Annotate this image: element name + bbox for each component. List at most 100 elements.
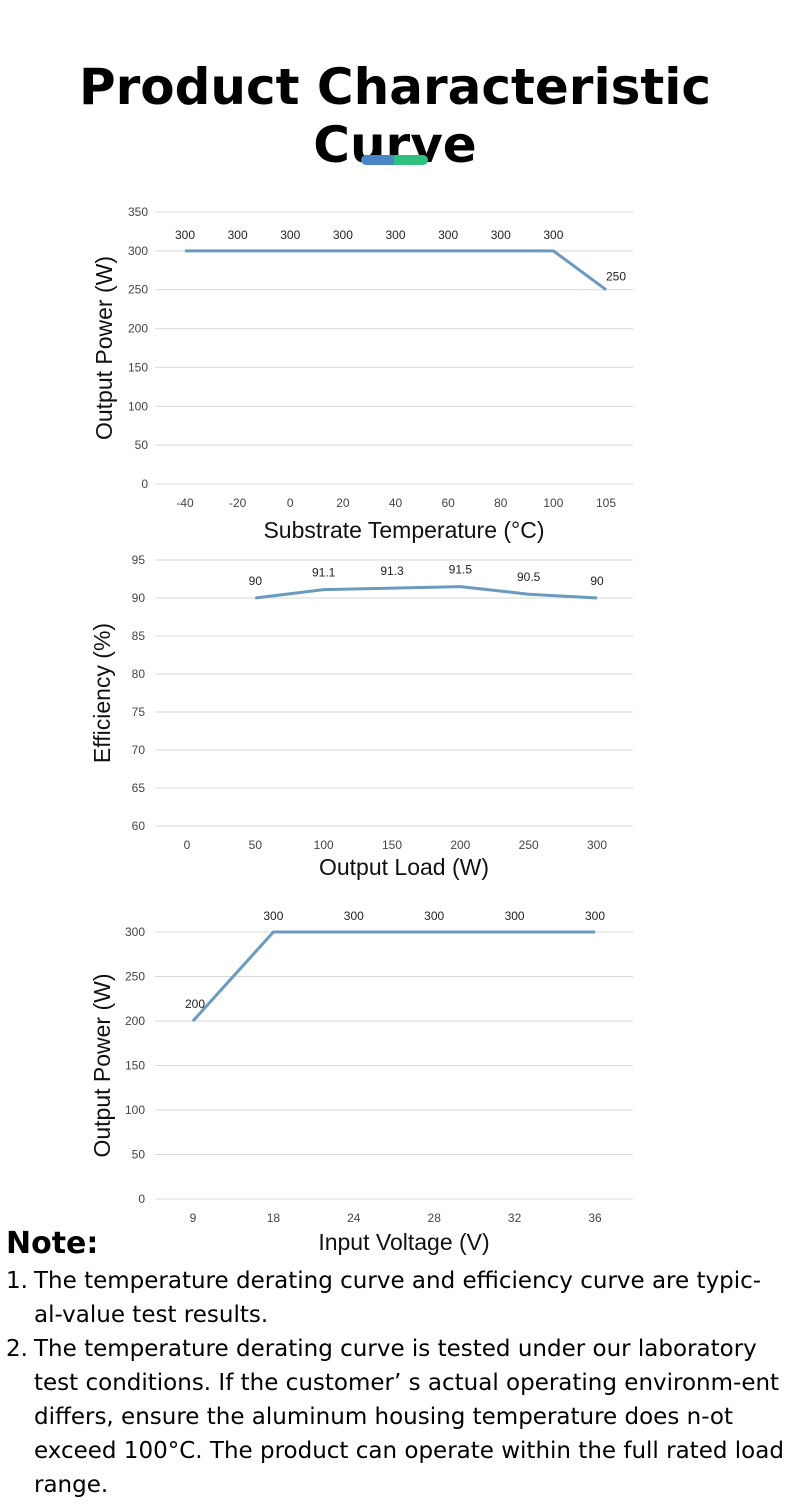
temperature-derating-chart: 0 50 100 150 200 250 300 350 -40 -20 0 20 40 60 80 100 1… xyxy=(91,205,633,543)
data-point xyxy=(272,931,274,933)
accent-blue xyxy=(361,155,394,165)
data-label: 300 xyxy=(228,228,248,242)
x-tick-label: 9 xyxy=(190,1211,197,1225)
x-tick-label: 18 xyxy=(267,1211,281,1225)
note-text: The temperature derating curve and effic… xyxy=(34,1268,762,1328)
x-tick-label: 36 xyxy=(588,1211,602,1225)
data-point xyxy=(289,250,291,252)
x-tick-label: 250 xyxy=(519,838,539,852)
data-point xyxy=(596,597,598,599)
y-tick-label: 0 xyxy=(138,1192,145,1206)
title-accent-bar xyxy=(361,155,428,165)
y-tick-label: 70 xyxy=(132,743,146,757)
x-axis-label: Output Load (W) xyxy=(319,854,489,880)
data-point xyxy=(237,250,239,252)
data-label: 300 xyxy=(438,228,458,242)
x-tick-label: 28 xyxy=(428,1211,442,1225)
x-tick-label: 105 xyxy=(596,496,616,510)
data-label: 300 xyxy=(585,909,605,923)
accent-green xyxy=(394,155,428,165)
x-axis-label: Input Voltage (V) xyxy=(318,1229,489,1255)
note-number: 2. xyxy=(6,1336,28,1362)
data-point xyxy=(514,931,516,933)
data-label: 91.1 xyxy=(312,566,336,580)
data-label: 300 xyxy=(491,228,511,242)
x-tick-label: 50 xyxy=(249,838,263,852)
note-item: 1. The temperature derating curve and ef… xyxy=(6,1264,784,1332)
efficiency-chart: 60 65 70 75 80 85 90 95 0 50 100 150 200 250 300 90 91.1… xyxy=(89,553,633,880)
series-line xyxy=(191,930,595,1023)
note-item: 2. The temperature derating curve is tes… xyxy=(6,1332,784,1502)
data-label: 300 xyxy=(385,228,405,242)
data-point xyxy=(391,587,393,589)
y-axis-label: Output Power (W) xyxy=(89,973,115,1157)
note-title: Note: xyxy=(6,1226,99,1261)
y-tick-label: 100 xyxy=(125,1103,145,1117)
data-label: 250 xyxy=(606,270,626,284)
data-point xyxy=(353,931,355,933)
y-tick-label: 90 xyxy=(132,591,146,605)
data-point xyxy=(605,289,607,291)
data-label: 300 xyxy=(263,909,283,923)
page-title: Product Characteristic Curve xyxy=(78,58,712,174)
y-tick-label: 60 xyxy=(132,819,146,833)
x-tick-label: 20 xyxy=(336,496,350,510)
data-point xyxy=(500,250,502,252)
note-list: 1. The temperature derating curve and ef… xyxy=(6,1264,784,1502)
data-point xyxy=(184,250,186,252)
y-tick-label: 0 xyxy=(141,477,148,491)
y-tick-label: 150 xyxy=(128,360,148,374)
data-point xyxy=(323,589,325,591)
y-tick-label: 100 xyxy=(128,399,148,413)
x-tick-label: 60 xyxy=(441,496,455,510)
data-label: 300 xyxy=(424,909,444,923)
y-tick-label: 200 xyxy=(125,1014,145,1028)
y-tick-label: 200 xyxy=(128,322,148,336)
y-tick-label: 350 xyxy=(128,205,148,219)
x-tick-label: 24 xyxy=(347,1211,361,1225)
data-point xyxy=(552,250,554,252)
data-point xyxy=(395,250,396,252)
x-tick-label: 100 xyxy=(543,496,563,510)
y-tick-label: 250 xyxy=(125,970,145,984)
y-tick-label: 150 xyxy=(125,1059,145,1073)
x-tick-label: 0 xyxy=(287,496,294,510)
x-tick-label: 32 xyxy=(508,1211,522,1225)
y-tick-label: 300 xyxy=(125,925,145,939)
y-tick-label: 80 xyxy=(132,667,146,681)
y-tick-label: 300 xyxy=(128,244,148,258)
y-tick-label: 95 xyxy=(132,553,146,567)
y-tick-label: 50 xyxy=(135,438,149,452)
input-voltage-chart: 0 50 100 150 200 250 300 9 18 24 28 32 36 200 300 300 30… xyxy=(89,909,633,1255)
x-tick-label: 80 xyxy=(494,496,508,510)
y-tick-label: 250 xyxy=(128,283,148,297)
note-number: 1. xyxy=(6,1268,28,1294)
data-point xyxy=(254,597,256,599)
data-label: 300 xyxy=(333,228,353,242)
data-point xyxy=(528,593,530,595)
data-label: 200 xyxy=(185,997,205,1011)
data-label: 90 xyxy=(590,574,604,588)
data-label: 300 xyxy=(175,228,195,242)
data-point xyxy=(447,250,449,252)
data-label: 300 xyxy=(280,228,300,242)
data-label: 300 xyxy=(543,228,563,242)
data-label: 91.3 xyxy=(380,564,404,578)
x-tick-label: 40 xyxy=(389,496,403,510)
data-point xyxy=(342,250,344,252)
x-tick-label: -40 xyxy=(176,496,194,510)
x-tick-label: 100 xyxy=(314,838,334,852)
x-tick-label: 300 xyxy=(587,838,607,852)
data-point xyxy=(192,1020,194,1022)
series-line xyxy=(255,585,598,600)
data-label: 300 xyxy=(505,909,525,923)
x-tick-label: 200 xyxy=(450,838,470,852)
y-tick-label: 75 xyxy=(132,705,146,719)
y-tick-label: 50 xyxy=(132,1148,146,1162)
x-axis-label: Substrate Temperature (°C) xyxy=(263,517,544,543)
x-tick-label: 0 xyxy=(184,838,191,852)
x-tick-label: -20 xyxy=(229,496,247,510)
series-line xyxy=(185,249,607,291)
data-label: 91.5 xyxy=(449,563,473,577)
note-text: The temperature derating curve is tested… xyxy=(34,1336,784,1498)
